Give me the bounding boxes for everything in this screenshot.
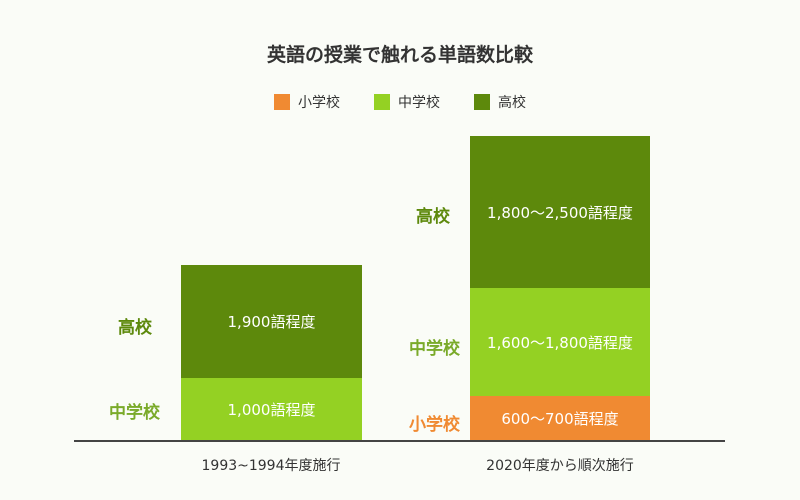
legend-label-elementary: 小学校 xyxy=(298,95,340,111)
legend-swatch-elementary xyxy=(274,94,290,110)
legend-label-junior-high: 中学校 xyxy=(398,95,440,111)
legend-swatch-high-school xyxy=(474,94,490,110)
legend-label-high-school: 高校 xyxy=(498,95,526,111)
bar-2020-elementary-label: 小学校 xyxy=(409,415,460,435)
bar-2020-elementary: 600〜700語程度 xyxy=(470,396,650,441)
bar-2020-junior-high: 1,600〜1,800語程度 xyxy=(470,288,650,396)
legend-item-high-school: 高校 xyxy=(474,92,526,112)
legend: 小学校 中学校 高校 xyxy=(0,92,800,112)
bar-1993-junior-high-label: 中学校 xyxy=(109,403,160,423)
legend-item-junior-high: 中学校 xyxy=(374,92,440,112)
bar-2020: 1,800〜2,500語程度 1,600〜1,800語程度 600〜700語程度 xyxy=(470,136,650,441)
bar-2020-high-school-value: 1,800〜2,500語程度 xyxy=(487,203,633,222)
bar-1993-junior-high-value: 1,000語程度 xyxy=(227,401,316,419)
legend-item-elementary: 小学校 xyxy=(274,92,340,112)
x-label-2020: 2020年度から順次施行 xyxy=(486,458,634,474)
bar-2020-elementary-value: 600〜700語程度 xyxy=(501,410,619,428)
bar-2020-high-school-label: 高校 xyxy=(416,207,450,227)
bar-2020-high-school: 1,800〜2,500語程度 xyxy=(470,136,650,288)
legend-swatch-junior-high xyxy=(374,94,390,110)
bar-1993: 1,900語程度 1,000語程度 xyxy=(181,265,362,441)
bar-1993-high-school-label: 高校 xyxy=(118,318,152,338)
bar-1993-junior-high: 1,000語程度 xyxy=(181,378,362,441)
chart-title: 英語の授業で触れる単語数比較 xyxy=(266,44,533,66)
x-axis-baseline xyxy=(74,440,725,442)
bar-1993-high-school-value: 1,900語程度 xyxy=(227,313,316,331)
bar-2020-junior-high-value: 1,600〜1,800語程度 xyxy=(487,333,633,352)
x-label-1993: 1993~1994年度施行 xyxy=(201,458,341,474)
bar-1993-high-school: 1,900語程度 xyxy=(181,265,362,378)
bar-2020-junior-high-label: 中学校 xyxy=(409,339,460,359)
